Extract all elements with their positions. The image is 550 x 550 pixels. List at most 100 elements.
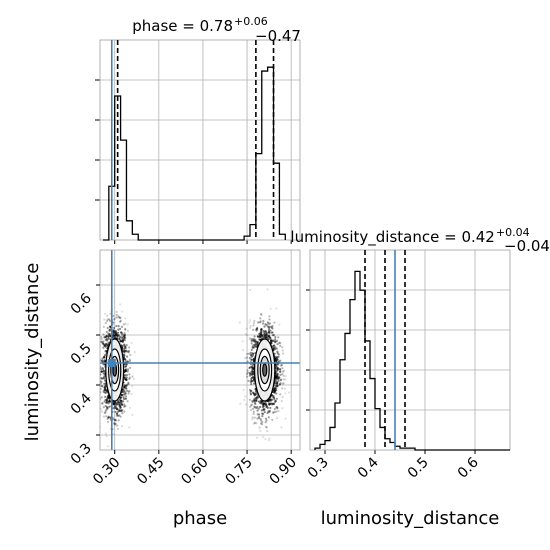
sample-point [120,403,124,406]
sample-point [251,328,255,331]
sample-point [253,398,256,402]
sample-point [107,416,110,419]
sample-point [89,365,91,367]
sample-point [282,378,286,381]
sample-point [278,323,281,326]
sample-point [126,329,130,332]
sample-point [257,407,260,410]
sample-point [121,412,124,415]
sample-point [124,392,127,395]
sample-point [270,326,274,329]
sample-point [250,365,253,368]
sample-point [107,415,110,418]
sample-point [276,350,279,353]
panel-frame [99,249,301,451]
sample-point [95,346,97,348]
sample-point [281,349,284,352]
sample-point [91,343,93,345]
sample-point [250,337,254,341]
sample-point [273,387,276,390]
sample-point [253,401,257,404]
sample-point [250,376,254,379]
x-tick-label: 0.5 [405,455,432,482]
sample-point [124,397,128,400]
sample-point [108,318,111,321]
sample-point [262,435,265,438]
sample-point [100,407,102,410]
sample-point [267,322,270,325]
sample-point [118,409,121,412]
sample-point [260,328,263,331]
sample-point [264,334,268,337]
sample-point [112,433,115,436]
sample-point [115,313,118,317]
sample-point [267,410,270,413]
sample-point [276,407,279,410]
sample-point [279,393,282,396]
sample-point [259,402,262,405]
sample-point [249,391,252,394]
sample-point [103,318,106,321]
sample-point [102,369,106,373]
sample-point [104,391,107,394]
sample-point [255,422,258,425]
sample-point [119,410,122,413]
sample-point [269,325,272,328]
sample-point [112,407,115,410]
sample-point [252,410,256,413]
sample-point [105,415,108,418]
sample-point [267,416,270,419]
sample-point [124,322,127,325]
sample-point [273,344,276,347]
sample-point [271,327,274,330]
sample-point [105,399,108,402]
sample-point [260,313,263,316]
sample-point [273,389,276,392]
sample-point [251,416,254,419]
sample-point [268,398,271,401]
sample-point [275,376,278,379]
sample-point [102,325,105,328]
sample-point [123,333,127,337]
sample-point [244,332,247,336]
sample-point [266,321,269,324]
sample-point [264,437,267,441]
x-tick-label: 0.4 [355,454,382,481]
sample-point [244,395,247,398]
sample-point [119,331,123,334]
sample-point [260,332,263,335]
sample-point [250,348,253,351]
histogram-step [102,66,286,241]
sample-point [262,322,265,325]
sample-point [107,416,110,419]
sample-point [255,329,258,332]
sample-point [250,358,253,361]
sample-point [123,354,126,357]
sample-point [105,334,109,337]
sample-point [123,374,127,377]
sample-point [269,336,272,339]
sample-point [103,400,106,403]
sample-point [100,337,103,340]
sample-point [248,398,251,401]
sample-point [119,340,123,343]
sample-point [118,404,122,407]
sample-point [100,384,103,388]
sample-point [241,348,245,352]
sample-point [250,366,253,369]
sample-point [118,405,121,408]
sample-point [124,349,127,352]
sample-point [128,390,131,393]
sample-point [250,377,253,380]
sample-point [264,421,267,424]
sample-point [243,398,246,402]
sample-point [273,398,276,401]
sample-point [100,367,103,371]
sample-point [104,409,107,412]
sample-point [128,376,131,379]
sample-point [248,352,251,355]
sample-point [97,344,99,346]
sample-point [114,422,117,425]
sample-point [264,323,267,326]
sample-point [255,327,259,330]
